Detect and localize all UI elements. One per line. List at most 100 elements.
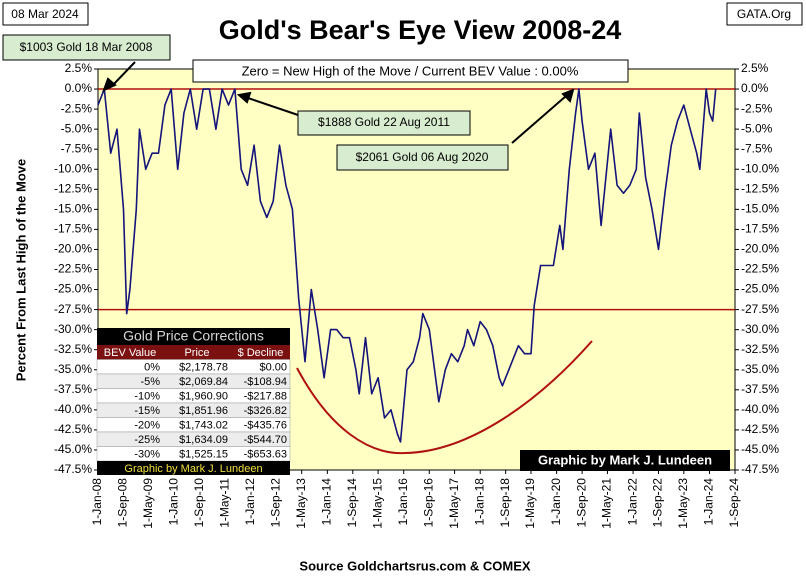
annotation-box — [336, 144, 509, 171]
date-box — [2, 2, 89, 26]
y-tick-label: -30.0% — [54, 322, 92, 336]
table-title: Gold Price Corrections — [123, 328, 264, 344]
y2-tick-label: -42.5% — [741, 422, 779, 436]
annotation: $2061 Gold 06 Aug 2020 — [356, 150, 489, 164]
annotation-box — [2, 34, 171, 61]
y-tick-label: -15.0% — [54, 202, 92, 216]
x-tick-label: 1-May-09 — [141, 478, 155, 529]
y2-tick-label: -2.5% — [741, 101, 773, 115]
y-tick-label: -20.0% — [54, 242, 92, 256]
chart-title: Gold's Bear's Eye View 2008-24 — [219, 15, 622, 45]
x-tick-label: 1-May-23 — [676, 478, 690, 529]
y2-tick-label: 0.0% — [741, 81, 769, 95]
date-label: 08 Mar 2024 — [11, 7, 79, 21]
arrows — [102, 61, 575, 144]
y-tick-label: 2.5% — [65, 61, 93, 75]
x-tick-label: 1-May-17 — [447, 478, 461, 529]
x-tick-label: 1-Jan-24 — [702, 478, 716, 526]
trend-curve — [296, 340, 593, 455]
y-axis-label: Percent From Last High of the Move — [13, 159, 28, 381]
y-tick-label: -47.5% — [54, 462, 92, 476]
x-tick-label: 1-Sep-16 — [421, 478, 435, 528]
credit-box — [520, 450, 730, 471]
y-tick-label: -10.0% — [54, 161, 92, 175]
y2-tick-label: -20.0% — [741, 242, 779, 256]
y-tick-label: -5.0% — [61, 121, 93, 135]
y-tick-label: -45.0% — [54, 442, 92, 456]
table-cell: -30% — [134, 449, 160, 461]
x-tick-label: 1-Jan-10 — [167, 478, 181, 526]
table-cell: $2,069.84 — [179, 376, 228, 388]
table-cell: -10% — [134, 391, 160, 403]
table-cell: $1,634.09 — [179, 434, 228, 446]
x-tick-label: 1-May-13 — [294, 478, 308, 529]
y-tick-label: -12.5% — [54, 181, 92, 195]
y-tick-label: -22.5% — [54, 262, 92, 276]
y2-tick-label: -10.0% — [741, 161, 779, 175]
x-tick-label: 1-Sep-08 — [116, 478, 130, 528]
table-cell: $1,851.96 — [179, 405, 228, 417]
y2-tick-label: -35.0% — [741, 362, 779, 376]
x-tick-label: 1-Jan-08 — [90, 478, 104, 526]
y-tick-label: -40.0% — [54, 402, 92, 416]
table-cell: -$108.94 — [244, 376, 287, 388]
table-cell: -$217.88 — [244, 391, 287, 403]
x-tick-label: 1-Jan-12 — [243, 478, 257, 526]
table-header-bg — [97, 345, 290, 360]
table-cell: -$544.70 — [244, 434, 287, 446]
y2-tick-label: -25.0% — [741, 282, 779, 296]
source-tag-box — [726, 2, 803, 26]
y2-tick-label: -15.0% — [741, 202, 779, 216]
table-cell: -25% — [134, 434, 160, 446]
table-header: BEV Value — [104, 347, 156, 359]
table-cell: 0% — [144, 362, 160, 374]
x-tick-label: 1-May-19 — [523, 478, 537, 529]
table-header: Price — [184, 347, 209, 359]
y2-tick-label: -37.5% — [741, 382, 779, 396]
table-cell: -20% — [134, 420, 160, 432]
y2-tick-label: 2.5% — [741, 61, 769, 75]
table-cell: $1,743.02 — [179, 420, 228, 432]
x-tick-label: 1-Sep-22 — [651, 478, 665, 528]
y2-tick-label: -22.5% — [741, 262, 779, 276]
y-tick-label: 0.0% — [65, 81, 93, 95]
x-tick-label: 1-Sep-14 — [345, 478, 359, 528]
x-tick-label: 1-Sep-24 — [727, 478, 741, 528]
table-cell: $2,178.78 — [179, 362, 228, 374]
y2-tick-label: -32.5% — [741, 342, 779, 356]
y-tick-label: -7.5% — [61, 141, 93, 155]
x-tick-label: 1-Sep-10 — [192, 478, 206, 528]
x-tick-label: 1-Jan-22 — [625, 478, 639, 526]
y2-tick-label: -12.5% — [741, 181, 779, 195]
zero-note: Zero = New High of the Move / Current BE… — [242, 63, 579, 78]
x-tick-label: 1-Jan-14 — [320, 478, 334, 526]
y-tick-label: -2.5% — [61, 101, 93, 115]
source-tag: GATA.Org — [737, 7, 791, 21]
table-title-bg — [97, 328, 290, 345]
x-tick-label: 1-Jan-18 — [472, 478, 486, 526]
y-tick-label: -25.0% — [54, 282, 92, 296]
table-header: $ Decline — [238, 347, 284, 359]
x-tick-label: 1-Sep-12 — [269, 478, 283, 528]
x-tick-label: 1-Jan-16 — [396, 478, 410, 526]
y2-tick-label: -5.0% — [741, 121, 773, 135]
credit: Graphic by Mark J. Lundeen — [538, 452, 712, 467]
y2-tick-label: -40.0% — [741, 402, 779, 416]
y-tick-label: -17.5% — [54, 222, 92, 236]
y-tick-label: -37.5% — [54, 382, 92, 396]
table-cell: $1,525.15 — [179, 449, 228, 461]
y-tick-label: -32.5% — [54, 342, 92, 356]
table-cell: -15% — [134, 405, 160, 417]
table-cell: -$435.76 — [244, 420, 287, 432]
x-tick-label: 1-May-15 — [370, 478, 384, 529]
y2-tick-label: -7.5% — [741, 141, 773, 155]
series-line — [97, 88, 717, 443]
table-cell: $0.00 — [259, 362, 287, 374]
annotation: $1003 Gold 18 Mar 2008 — [20, 40, 153, 54]
x-tick-label: 1-Sep-20 — [574, 478, 588, 528]
y2-tick-label: -27.5% — [741, 302, 779, 316]
table-footer-bg — [97, 461, 290, 475]
x-tick-label: 1-May-11 — [217, 478, 231, 528]
table-cell: -$326.82 — [244, 405, 287, 417]
table-footer: Graphic by Mark J. Lundeen — [124, 463, 262, 475]
